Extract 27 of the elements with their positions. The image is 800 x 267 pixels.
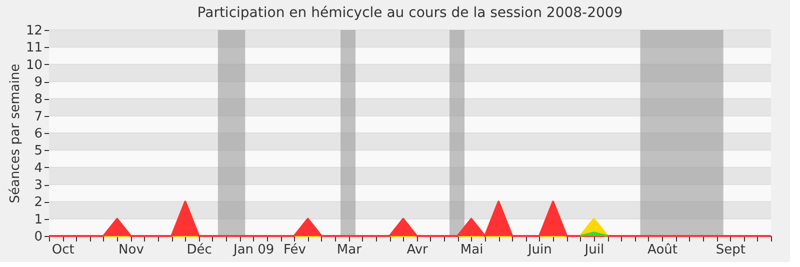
- y-axis-title: Séances par semaine: [8, 64, 23, 204]
- x-tick-label: Mar: [336, 242, 362, 258]
- x-tick-label: Août: [648, 242, 678, 258]
- y-tick-label: 11: [26, 40, 42, 56]
- x-tick-label: Jan 09: [232, 242, 274, 258]
- x-tick-label: Oct: [52, 242, 74, 258]
- x-tick-label: Juil: [584, 242, 604, 258]
- x-tick-label: Déc: [186, 242, 212, 258]
- y-tick-label: 3: [34, 178, 42, 193]
- y-tick-label: 0: [34, 230, 42, 244]
- y-tick-label: 4: [34, 160, 42, 176]
- x-tick-label: Mai: [460, 242, 484, 258]
- y-tick-label: 1: [34, 212, 42, 228]
- y-tick-label: 10: [26, 58, 42, 73]
- x-tick-label: Fév: [283, 242, 306, 258]
- x-tick-label: Nov: [118, 242, 144, 258]
- y-tick-label: 6: [34, 126, 42, 142]
- y-tick-label: 9: [34, 75, 42, 90]
- y-tick-label: 8: [34, 92, 42, 108]
- y-tick-label: 7: [34, 109, 42, 124]
- y-tick-label: 2: [34, 195, 42, 210]
- y-tick-label: 12: [26, 24, 42, 38]
- x-tick-label: Juin: [526, 242, 552, 258]
- chart-title: Participation en hémicycle au cours de la session 2008-2009: [197, 5, 623, 21]
- y-tick-label: 5: [34, 144, 42, 159]
- x-tick-label: Sept: [716, 242, 746, 258]
- x-tick-label: Avr: [406, 242, 429, 258]
